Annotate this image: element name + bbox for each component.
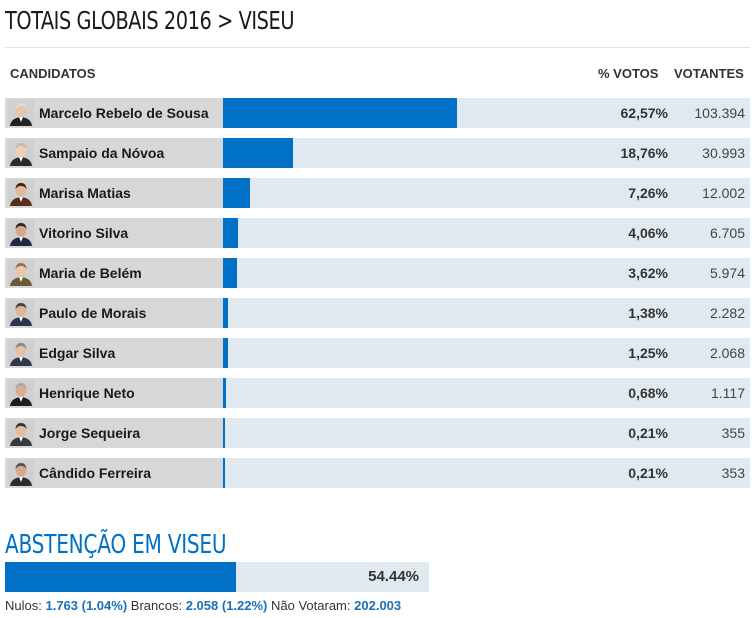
candidate-photo-icon — [8, 100, 34, 126]
chart-row: Marisa Matias 7,26% 12.002 — [5, 178, 750, 208]
candidate-name-cell: Cândido Ferreira — [5, 458, 223, 488]
candidate-photo-icon — [8, 260, 34, 286]
abstention-bar-track: 54.44% — [5, 562, 429, 592]
vote-share-bar — [223, 418, 225, 448]
abstention-title: ABSTENÇÃO EM VISEU — [5, 530, 227, 560]
candidate-name-cell: Vitorino Silva — [5, 218, 223, 248]
votes-count-label: 5.974 — [709, 265, 745, 281]
votes-count-label: 12.002 — [702, 185, 745, 201]
votes-count-label: 2.068 — [709, 345, 745, 361]
vote-share-bar — [223, 178, 251, 208]
vote-percent-label: 18,76% — [620, 145, 668, 161]
candidate-photo-icon — [8, 300, 34, 326]
votes-count-label: 6.705 — [709, 225, 745, 241]
chart-row: Jorge Sequeira 0,21% 355 — [5, 418, 750, 448]
nulos-value: 1.763 (1.04%) — [45, 598, 128, 613]
brancos-value: 2.058 (1.22%) — [185, 598, 268, 613]
candidate-name-cell: Marcelo Rebelo de Sousa — [5, 98, 223, 128]
chart-row: Vitorino Silva 4,06% 6.705 — [5, 218, 750, 248]
vote-share-bar — [223, 138, 294, 168]
candidate-name-cell: Edgar Silva — [5, 338, 223, 368]
candidate-name-cell: Paulo de Morais — [5, 298, 223, 328]
votes-count-label: 355 — [721, 425, 745, 441]
candidate-photo-icon — [8, 420, 34, 446]
votes-count-label: 1.117 — [711, 385, 745, 401]
candidate-photo-icon — [8, 380, 34, 406]
candidate-photo-icon — [8, 460, 34, 486]
chart-row: Henrique Neto 0,68% 1.117 — [5, 378, 750, 408]
vote-percent-label: 1,38% — [628, 305, 668, 321]
nulos-label: Nulos: — [5, 598, 42, 613]
nao-votaram-label: Não Votaram: — [271, 598, 351, 613]
candidate-name: Maria de Belém — [39, 265, 142, 281]
candidate-photo-icon — [8, 340, 34, 366]
candidate-name: Vitorino Silva — [39, 225, 129, 241]
vote-share-bar — [223, 218, 239, 248]
votes-count-label: 30.993 — [702, 145, 745, 161]
candidate-photo-icon — [8, 220, 34, 246]
vote-percent-label: 7,26% — [628, 185, 668, 201]
title-divider — [5, 47, 750, 48]
vote-percent-label: 62,57% — [620, 105, 668, 121]
abstention-percent: 54.44% — [368, 568, 419, 585]
vote-percent-label: 0,21% — [628, 465, 668, 481]
candidate-name: Marcelo Rebelo de Sousa — [39, 105, 209, 121]
candidate-name: Marisa Matias — [39, 185, 131, 201]
page-title: TOTAIS GLOBAIS 2016 > VISEU — [5, 6, 295, 35]
votes-count-label: 353 — [721, 465, 745, 481]
abstention-bar-fill — [5, 562, 236, 592]
candidate-name: Jorge Sequeira — [39, 425, 141, 441]
vote-percent-label: 3,62% — [628, 265, 668, 281]
nao-votaram-value: 202.003 — [354, 598, 402, 613]
candidate-name: Henrique Neto — [39, 385, 135, 401]
chart-row: Edgar Silva 1,25% 2.068 — [5, 338, 750, 368]
candidate-name: Paulo de Morais — [39, 305, 147, 321]
chart-row: Cândido Ferreira 0,21% 353 — [5, 458, 750, 488]
candidate-name-cell: Jorge Sequeira — [5, 418, 223, 448]
vote-share-bar — [223, 98, 457, 128]
header-voters: VOTANTES — [674, 66, 744, 81]
candidate-name-cell: Maria de Belém — [5, 258, 223, 288]
candidate-name-cell: Sampaio da Nóvoa — [5, 138, 223, 168]
votes-count-label: 2.282 — [709, 305, 745, 321]
chart-row: Maria de Belém 3,62% 5.974 — [5, 258, 750, 288]
chart-row: Marcelo Rebelo de Sousa 62,57% 103.394 — [5, 98, 750, 128]
vote-percent-label: 0,21% — [628, 425, 668, 441]
candidate-photo-icon — [8, 140, 34, 166]
candidate-name: Cândido Ferreira — [39, 465, 152, 481]
candidate-name: Edgar Silva — [39, 345, 116, 361]
candidate-photo-icon — [8, 180, 34, 206]
vote-percent-label: 1,25% — [628, 345, 668, 361]
chart-row: Sampaio da Nóvoa 18,76% 30.993 — [5, 138, 750, 168]
vote-percent-label: 0,68% — [628, 385, 668, 401]
candidate-name: Sampaio da Nóvoa — [39, 145, 165, 161]
brancos-label: Brancos: — [130, 598, 183, 613]
votes-count-label: 103.394 — [694, 105, 745, 121]
vote-share-bar — [223, 298, 229, 328]
candidate-name-cell: Marisa Matias — [5, 178, 223, 208]
chart-row: Paulo de Morais 1,38% 2.282 — [5, 298, 750, 328]
header-percent: % VOTOS — [598, 66, 659, 81]
candidate-name-cell: Henrique Neto — [5, 378, 223, 408]
vote-percent-label: 4,06% — [628, 225, 668, 241]
vote-share-bar — [223, 338, 228, 368]
vote-share-bar — [223, 258, 237, 288]
vote-share-bar — [223, 458, 225, 488]
vote-share-bar — [223, 378, 226, 408]
header-candidates: CANDIDATOS — [10, 66, 96, 81]
summary-footer: Nulos: 1.763 (1.04%) Brancos: 2.058 (1.2… — [5, 598, 401, 613]
